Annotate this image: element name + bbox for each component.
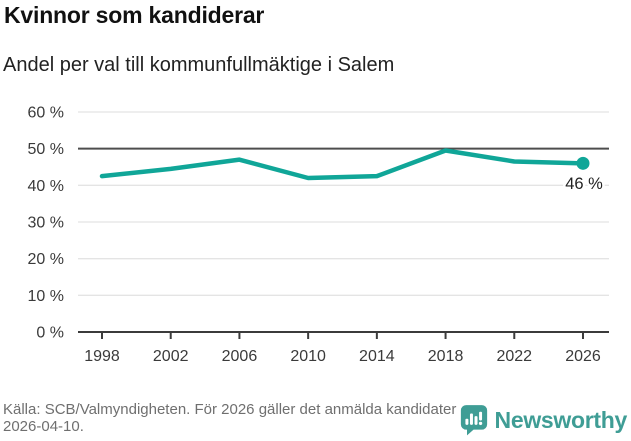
y-axis-tick-label: 60 % [28, 105, 64, 122]
newsworthy-logo[interactable]: Newsworthy [460, 404, 627, 436]
y-axis-tick-label: 20 % [28, 251, 64, 268]
bar-chart-glyph [464, 411, 482, 426]
end-value-label: 46 % [565, 175, 603, 193]
chart-svg: 0 % 10 % 20 % 30 % 40 % 50 % 60 % 46 % 1998 2002 2… [28, 105, 609, 365]
x-axis-tick-label: 2010 [290, 348, 326, 365]
x-axis-tick-label: 2018 [428, 348, 464, 365]
speech-bubble-shape [460, 405, 487, 436]
source-note: Källa: SCB/Valmyndigheten. För 2026 gäll… [3, 401, 457, 435]
newsworthy-bubble-chart-icon [460, 405, 487, 436]
x-axis-tick-label: 1998 [84, 348, 120, 365]
x-axis-tick-label: 2026 [565, 348, 601, 365]
page-title: Kvinnor som kandiderar [4, 2, 265, 28]
y-axis-tick-label: 30 % [28, 215, 64, 232]
x-axis-tick-label: 2014 [359, 348, 395, 365]
y-axis-tick-label: 40 % [28, 178, 64, 195]
data-line [99, 148, 586, 181]
end-point-marker [576, 156, 590, 170]
y-axis-tick-label: 10 % [28, 288, 64, 305]
line-chart: 0 % 10 % 20 % 30 % 40 % 50 % 60 % 46 % 1998 2002 2… [0, 87, 631, 377]
chart-subtitle: Andel per val till kommunfullmäktige i S… [3, 54, 395, 76]
newsworthy-logo-text: Newsworthy [494, 406, 628, 433]
footer: Källa: SCB/Valmyndigheten. För 2026 gäll… [3, 401, 627, 436]
y-axis-tick-label: 0 % [36, 325, 64, 342]
x-axis-tick-label: 2022 [496, 348, 532, 365]
x-axis-tick-label: 2002 [153, 348, 189, 365]
x-axis-tick-label: 2006 [222, 348, 258, 365]
y-axis-tick-label: 50 % [28, 141, 64, 158]
